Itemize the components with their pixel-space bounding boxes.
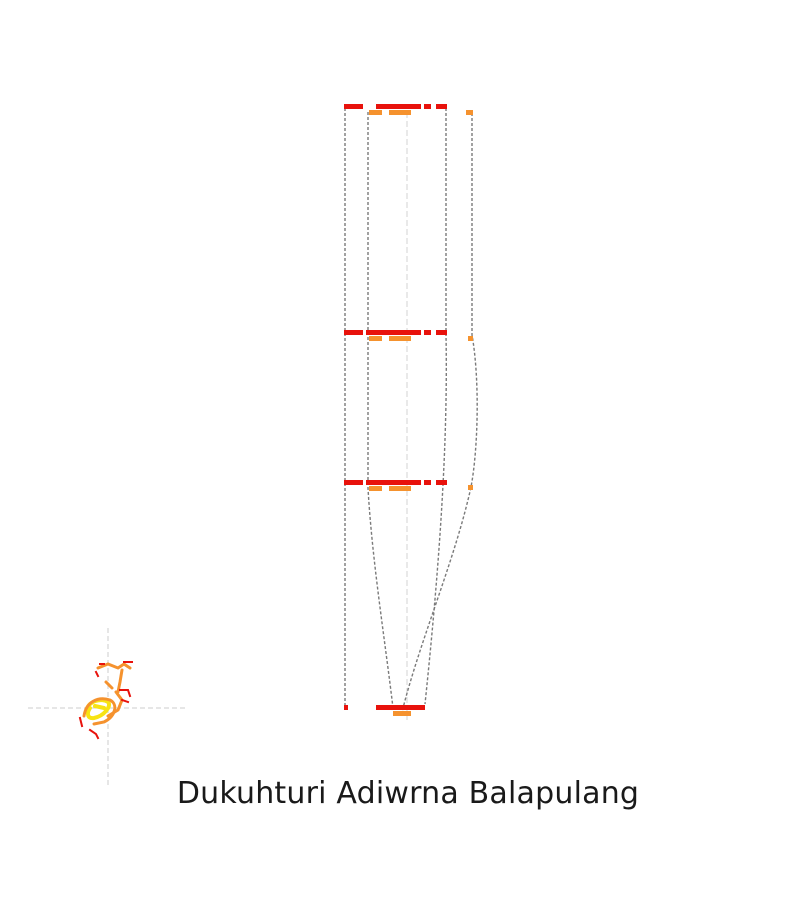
tier-second-orange-bar-a [369,336,382,341]
tier-third-orange-bar-b [389,486,411,491]
tier-third-red-bar-c [424,480,431,485]
connector-right-inner [424,108,448,705]
tier-second [344,330,473,341]
tier-top [344,104,473,115]
tier-second-red-bar-c [424,330,431,335]
tier-top-red-bar-a [344,104,363,109]
tier-bottom-red-mark [344,705,348,710]
tier-third [344,480,473,491]
overview-inset [28,628,188,788]
tier-third-red-bar-b [366,480,421,485]
tier-second-orange-mark [468,336,473,341]
tier-top-orange-bar-a [369,110,382,115]
connector-right-outer [401,113,478,713]
tier-bottom [344,705,425,716]
tier-top-orange-bar-b [389,110,411,115]
tier-top-orange-mark [466,110,473,115]
tier-third-orange-mark [468,485,473,490]
tier-second-red-bar-d [436,330,447,335]
tier-third-red-bar-a [344,480,363,485]
tier-top-red-bar-c [424,104,431,109]
connector-paths [344,108,478,713]
connector-left-inner [367,112,394,709]
tier-second-red-bar-b [366,330,421,335]
tier-bottom-red-bar [376,705,425,710]
inset-track-red [78,661,133,740]
inset-track-orange [82,662,132,726]
tier-second-red-bar-a [344,330,363,335]
tier-third-orange-bar-a [369,486,382,491]
route-title: Dukuhturi Adiwrna Balapulang [176,776,640,811]
tier-third-red-bar-d [436,480,447,485]
tier-top-red-bar-d [436,104,447,109]
tier-second-orange-bar-b [389,336,411,341]
tier-top-red-bar-b [376,104,421,109]
tier-bottom-orange-bar [393,711,411,716]
